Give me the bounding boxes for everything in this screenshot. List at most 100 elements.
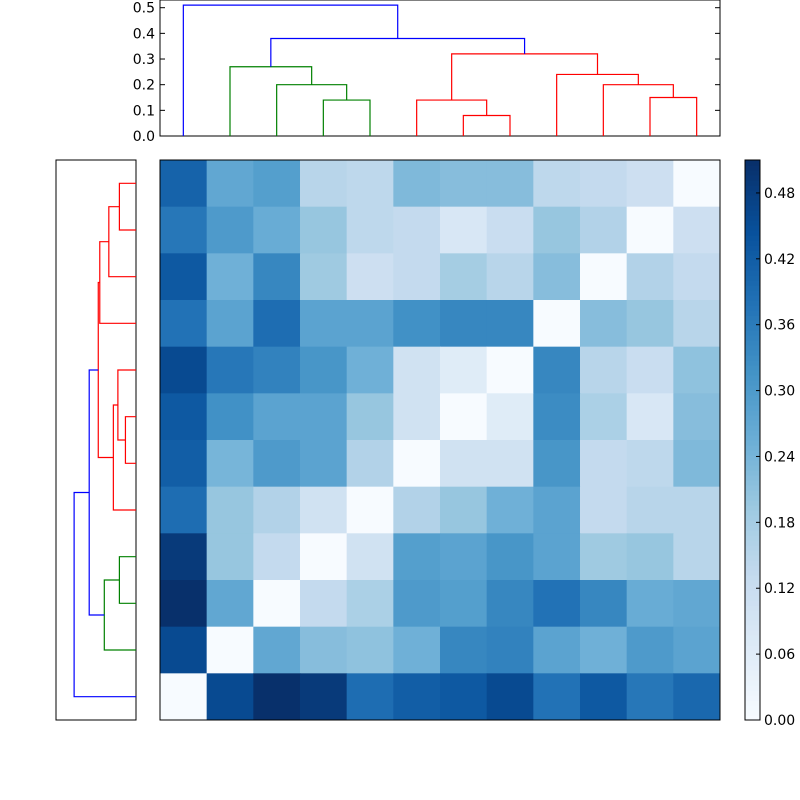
heatmap-cell-r6-c1	[206, 440, 254, 488]
colorbar-segment	[745, 610, 760, 616]
colorbar-segment	[745, 210, 760, 216]
heatmap-cell-r4-c0	[160, 346, 208, 394]
heatmap-cell-r7-c8	[533, 486, 581, 534]
colorbar-segment	[745, 310, 760, 316]
heatmap-cell-r2-c6	[440, 253, 488, 301]
colorbar-segment	[745, 520, 760, 526]
heatmap-cell-r1-c5	[393, 206, 441, 254]
heatmap-cell-r2-c0	[160, 253, 208, 301]
heatmap-cell-r8-c4	[346, 533, 394, 581]
heatmap-cell-r10-c5	[393, 626, 441, 674]
heatmap-cell-r8-c8	[533, 533, 581, 581]
left-dendrogram-link	[88, 369, 105, 616]
colorbar-segment	[745, 285, 760, 291]
heatmap-cell-r9-c6	[440, 580, 488, 628]
colorbar-segment	[745, 535, 760, 541]
colorbar-segment	[745, 335, 760, 341]
colorbar-segment	[745, 705, 760, 711]
heatmap-cell-r4-c8	[533, 346, 581, 394]
heatmap-cell-r5-c6	[440, 393, 488, 441]
colorbar-segment	[745, 660, 760, 666]
heatmap-cell-r1-c1	[206, 206, 254, 254]
heatmap-cell-r8-c0	[160, 533, 208, 581]
heatmap-cell-r8-c9	[580, 533, 628, 581]
colorbar-segment	[745, 470, 760, 476]
heatmap-cell-r10-c4	[346, 626, 394, 674]
colorbar-segment	[745, 170, 760, 176]
top-dendrogram-link	[276, 84, 348, 136]
top-dendrogram-link	[649, 96, 698, 136]
heatmap-cell-r5-c8	[533, 393, 581, 441]
heatmap-cell-r9-c4	[346, 580, 394, 628]
colorbar-segment	[745, 350, 760, 356]
top-dendrogram-tick-label: 0.5	[133, 1, 155, 17]
colorbar-segment	[745, 220, 760, 226]
colorbar-segment	[745, 265, 760, 271]
heatmap-cell-r6-c2	[253, 440, 301, 488]
heatmap-cell-r11-c7	[486, 673, 534, 721]
colorbar-segment	[745, 590, 760, 596]
heatmap-cell-r6-c4	[346, 440, 394, 488]
colorbar-segment	[745, 700, 760, 706]
colorbar-segment	[745, 410, 760, 416]
colorbar-segment	[745, 440, 760, 446]
heatmap-cell-r0-c10	[626, 160, 674, 208]
heatmap-cell-r5-c2	[253, 393, 301, 441]
left-dendrogram-link	[117, 369, 136, 441]
colorbar-segment	[745, 565, 760, 571]
heatmap-cell-r10-c3	[300, 626, 348, 674]
colorbar-segment	[745, 175, 760, 181]
colorbar-segment	[745, 295, 760, 301]
colorbar-segment	[745, 600, 760, 606]
heatmap-cell-r8-c6	[440, 533, 488, 581]
left-dendrogram-link	[108, 206, 136, 278]
colorbar-segment	[745, 360, 760, 366]
heatmap-cell-r10-c9	[580, 626, 628, 674]
heatmap-cell-r7-c5	[393, 486, 441, 534]
top-dendrogram-link	[556, 73, 639, 136]
colorbar-segment	[745, 250, 760, 256]
colorbar-tick-label: 0.06	[764, 647, 795, 663]
colorbar-segment	[745, 345, 760, 351]
colorbar-segment	[745, 585, 760, 591]
colorbar-segment	[745, 340, 760, 346]
heatmap-cell-r7-c10	[626, 486, 674, 534]
colorbar-segment	[745, 375, 760, 381]
left-dendrogram-link	[97, 281, 114, 459]
heatmap-cell-r4-c7	[486, 346, 534, 394]
heatmap-cell-r11-c3	[300, 673, 348, 721]
heatmap-cell-r3-c0	[160, 300, 208, 348]
colorbar-segment	[745, 320, 760, 326]
colorbar-segment	[745, 430, 760, 436]
colorbar-segment	[745, 500, 760, 506]
heatmap-cell-r8-c10	[626, 533, 674, 581]
colorbar-segment	[745, 275, 760, 281]
heatmap-frame	[159, 159, 721, 721]
heatmap-cell-r8-c3	[300, 533, 348, 581]
colorbar-segment	[745, 315, 760, 321]
heatmap-cell-r9-c9	[580, 580, 628, 628]
heatmap-cell-r0-c7	[486, 160, 534, 208]
heatmap-cell-r1-c11	[673, 206, 721, 254]
heatmap-cell-r6-c3	[300, 440, 348, 488]
heatmap-cell-r5-c5	[393, 393, 441, 441]
colorbar-segment	[745, 165, 760, 171]
heatmap-cell-r8-c11	[673, 533, 721, 581]
colorbar-segment	[745, 245, 760, 251]
colorbar-segment	[745, 415, 760, 421]
heatmap-cell-r7-c1	[206, 486, 254, 534]
colorbar-tick-label: 0.24	[764, 449, 795, 465]
heatmap-cell-r8-c2	[253, 533, 301, 581]
heatmap-cell-r2-c5	[393, 253, 441, 301]
colorbar-segment	[745, 270, 760, 276]
heatmap-cell-r5-c3	[300, 393, 348, 441]
colorbar-segment	[745, 385, 760, 391]
left-dendrogram-link	[124, 416, 136, 464]
heatmap-cell-r5-c9	[580, 393, 628, 441]
heatmap-cell-r10-c1	[206, 626, 254, 674]
heatmap-cell-r2-c10	[626, 253, 674, 301]
colorbar-segment	[745, 710, 760, 716]
heatmap-cell-r0-c2	[253, 160, 301, 208]
top-dendrogram-link	[270, 37, 526, 67]
